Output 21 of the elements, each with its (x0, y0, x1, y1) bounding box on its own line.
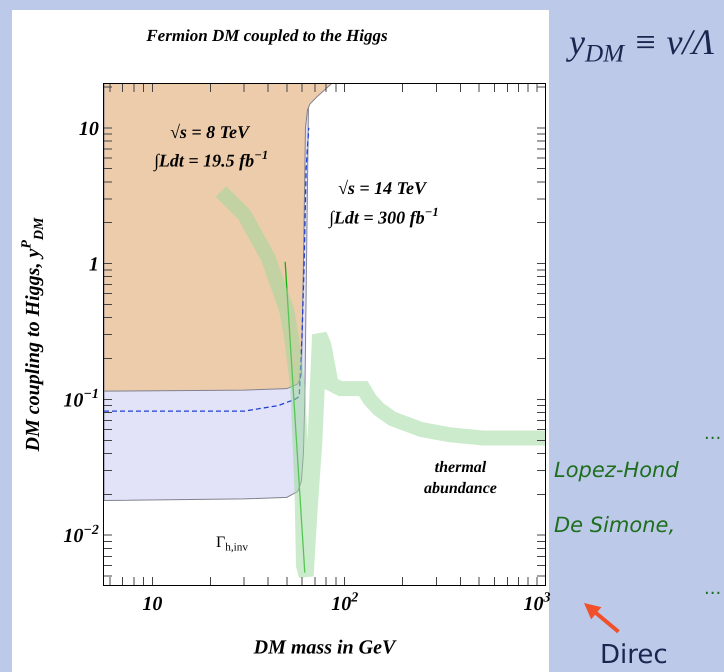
x-tick-label: 10$^{3}$ (524, 590, 551, 616)
y-tick-label: 10$^{−1}$ (63, 387, 99, 412)
annotation: √s = 8 TeV (170, 122, 251, 142)
text: Lopez-Hond (554, 458, 680, 482)
annotation: ∫Ldt = 19.5 fb$^{−1}$ (153, 148, 268, 172)
y-tick-label: 1 (88, 254, 99, 276)
text: De Simone, (554, 513, 676, 537)
x-tick-label: 10$^{2}$ (331, 590, 358, 616)
y-tick-label: 10 (78, 118, 99, 140)
text: ... (704, 423, 722, 444)
annotation: ∫Ldt = 300 fb$^{−1}$ (328, 205, 439, 229)
annotation: Γ$_{h,inv}$ (216, 534, 248, 554)
annotation: thermal abundance (424, 459, 497, 497)
y-tick-label: 10$^{−2}$ (63, 522, 99, 548)
annotation: √s = 14 TeV (338, 178, 428, 198)
text: ... (704, 578, 722, 599)
text: y$_{DM}$ ≡ v/Λ (566, 22, 714, 68)
x-tick-label: 10 (142, 593, 162, 616)
text: Direc (600, 640, 668, 670)
x-axis-title: DM mass in GeV (252, 636, 397, 659)
chart-title: Fermion DM coupled to the Higgs (145, 26, 388, 45)
